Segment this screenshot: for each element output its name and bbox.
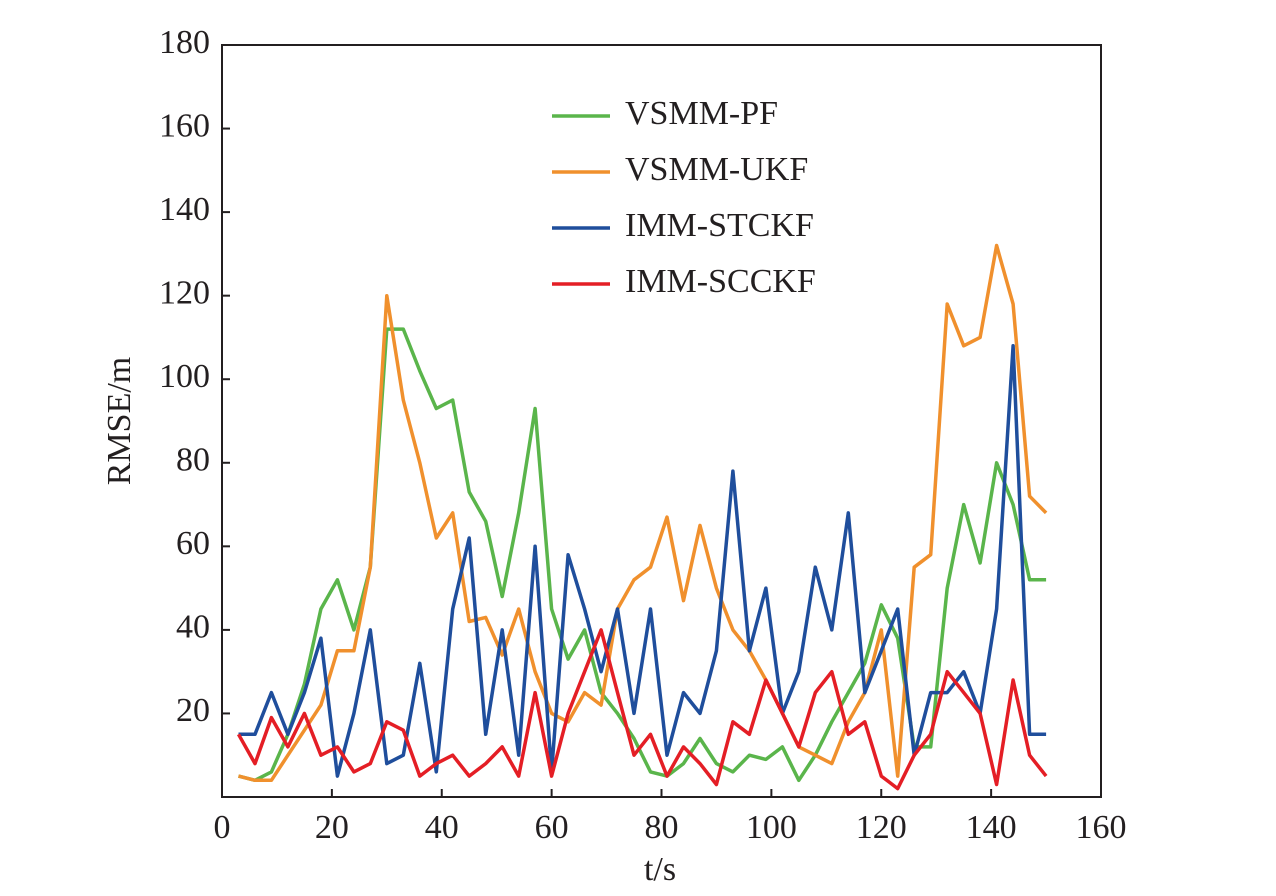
y-tick-label: 60 [176, 525, 210, 562]
x-tick-label: 0 [214, 809, 231, 846]
x-tick-label: 140 [966, 809, 1017, 846]
y-tick-label: 100 [159, 358, 210, 395]
x-tick-label: 20 [315, 809, 349, 846]
series-line [238, 243, 1048, 783]
x-axis-label: t/s [644, 851, 676, 888]
y-tick-label: 180 [159, 24, 210, 61]
y-tick-label: 40 [176, 609, 210, 646]
y-axis-label: RMSE/m [101, 357, 138, 485]
x-tick-label: 120 [856, 809, 907, 846]
legend-label: VSMM-UKF [625, 151, 808, 188]
x-tick-label: 40 [425, 809, 459, 846]
series-line [238, 344, 1047, 778]
legend-label: VSMM-PF [625, 95, 778, 132]
x-tick-label: 100 [746, 809, 797, 846]
y-tick-label: 20 [176, 692, 210, 729]
x-tick-label: 160 [1076, 809, 1127, 846]
x-tick-label: 80 [645, 809, 679, 846]
y-tick-label: 160 [159, 107, 210, 144]
legend-label: IMM-STCKF [625, 207, 814, 244]
y-tick-label: 140 [159, 191, 210, 228]
y-tick-label: 120 [159, 274, 210, 311]
series-line [236, 628, 1048, 791]
legend-label: IMM-SCCKF [625, 263, 816, 300]
x-tick-label: 60 [535, 809, 569, 846]
y-tick-label: 80 [176, 442, 210, 479]
